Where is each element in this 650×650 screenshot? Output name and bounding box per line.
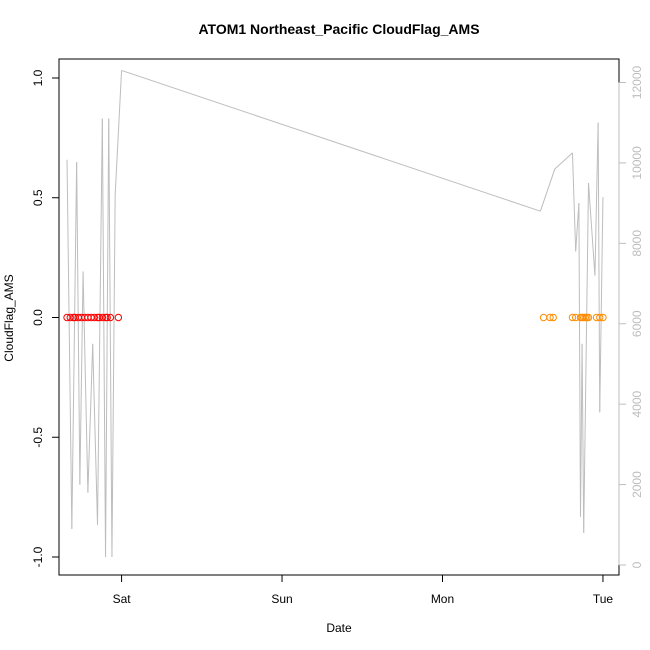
line-segment (92, 343, 99, 525)
red-data-point (103, 313, 111, 322)
x-tick-label: Sun (271, 592, 292, 606)
line-segment (121, 69, 541, 212)
orange-data-point (599, 313, 607, 322)
bottom-axis: Sat Sun Mon Tue (113, 574, 614, 606)
line-segment (87, 343, 94, 493)
x-tick-label: Sat (113, 592, 132, 606)
left-tick-label: 0.0 (31, 309, 45, 326)
line-segment (594, 122, 599, 276)
orange-data-point (596, 313, 604, 322)
right-tick-label: 10000 (630, 146, 644, 180)
red-data-point (98, 313, 107, 322)
right-tick-label: 4000 (630, 390, 644, 417)
x-axis-label: Date (326, 621, 352, 635)
line-segment (105, 118, 110, 557)
line-segment (578, 203, 581, 517)
x-tick-label: Tue (593, 592, 614, 606)
line-segment (554, 152, 573, 170)
x-tick-label: Mon (431, 592, 454, 606)
red-data-point (106, 313, 115, 322)
line-segment (588, 182, 596, 276)
orange-data-point (549, 313, 557, 322)
plot-frame (58, 58, 620, 576)
line-segment (71, 162, 78, 529)
line-segment (76, 162, 81, 485)
red-data-point (114, 313, 123, 322)
line-segment (114, 70, 123, 196)
line-segment (571, 152, 577, 252)
line-segment (583, 183, 590, 533)
line-segment (581, 343, 585, 533)
orange-data-point (539, 313, 548, 322)
left-axis: -1.0 -0.5 0.0 0.5 1.0 (31, 69, 60, 567)
left-tick-label: 1.0 (31, 69, 45, 86)
right-tick-label: 8000 (630, 230, 644, 257)
line-segment (539, 168, 556, 212)
line-segment (66, 159, 73, 529)
y-axis-label: CloudFlag_AMS (2, 274, 16, 361)
line-segment (82, 271, 89, 493)
line-series-layer (66, 69, 604, 557)
left-tick-label: -0.5 (31, 427, 45, 448)
line-segment (597, 122, 601, 413)
right-tick-label: 6000 (630, 310, 644, 337)
line-segment (111, 195, 116, 557)
red-data-point (66, 313, 74, 322)
right-tick-label: 2000 (630, 471, 644, 498)
line-segment (579, 343, 583, 517)
orange-data-point (568, 313, 577, 322)
point-series-layer (63, 313, 607, 322)
right-tick-label: 12000 (630, 65, 644, 99)
line-segment (575, 203, 580, 252)
line-segment (599, 197, 604, 413)
line-segment (108, 118, 113, 557)
chart-title: ATOM1 Northeast_Pacific CloudFlag_AMS (198, 21, 479, 37)
left-tick-label: -1.0 (31, 546, 45, 567)
left-tick-label: 0.5 (31, 189, 45, 206)
red-data-point (90, 313, 99, 322)
orange-data-point (546, 313, 554, 322)
line-segment (79, 271, 84, 485)
right-axis: 0 2000 4000 6000 8000 10000 12000 (618, 65, 644, 568)
right-tick-label: 0 (630, 561, 644, 568)
line-segment (97, 118, 103, 525)
line-segment (101, 118, 107, 557)
orange-data-point (584, 313, 593, 322)
